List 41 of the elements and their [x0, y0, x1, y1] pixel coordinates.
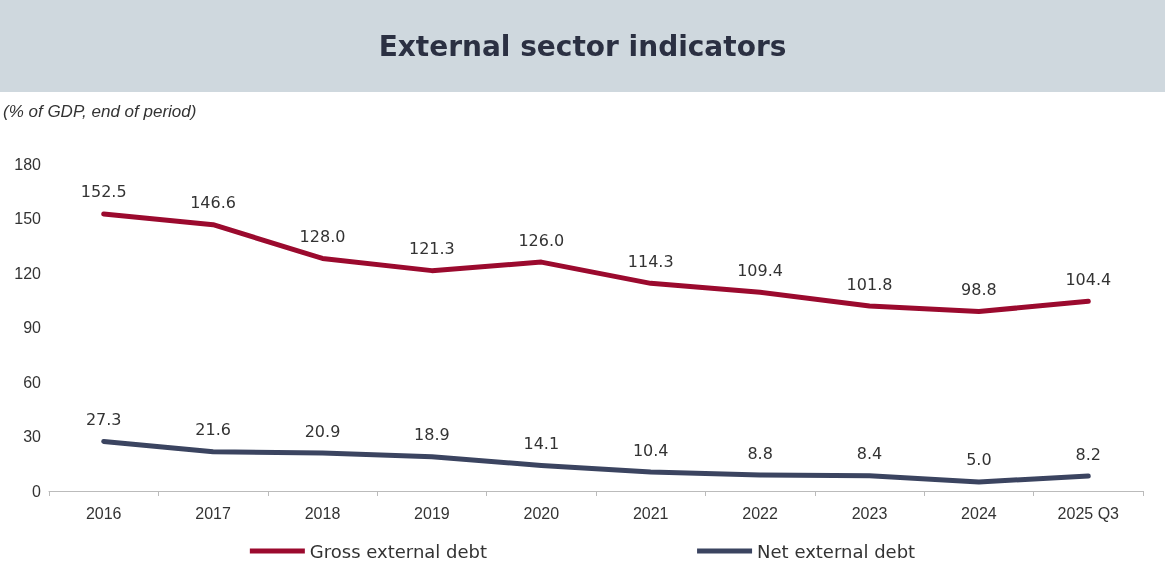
x-tick-label: 2024	[961, 504, 997, 522]
data-label: 146.6	[190, 193, 237, 213]
data-label: 109.4	[737, 260, 784, 280]
data-label: 27.3	[85, 409, 122, 429]
y-tick-label: 0	[32, 482, 42, 500]
x-tick-label: 2022	[742, 504, 778, 522]
data-label: 8.4	[856, 444, 883, 464]
y-tick-label: 180	[14, 155, 42, 173]
x-tick-label: 2025 Q3	[1057, 504, 1120, 522]
x-tick-label: 2023	[851, 504, 888, 522]
data-label: 10.4	[632, 440, 669, 460]
data-label: 152.5	[80, 182, 127, 202]
data-label: 8.8	[747, 443, 773, 463]
legend-label: Net external debt	[757, 540, 916, 562]
data-label: 121.3	[408, 239, 455, 259]
y-axis-title: (% of GDP, end of period)	[3, 102, 197, 121]
x-tick-label: 2021	[632, 504, 669, 522]
x-tick-label: 2020	[523, 504, 560, 522]
data-label: 20.9	[304, 421, 341, 441]
chart-title: External sector indicators	[0, 0, 1165, 92]
x-tick-label: 2018	[304, 504, 341, 522]
x-tick-label: 2017	[195, 504, 231, 522]
data-label: 14.1	[523, 433, 560, 453]
legend-label: Gross external debt	[309, 540, 488, 562]
data-label: 104.4	[1065, 269, 1112, 289]
data-label: 101.8	[846, 274, 893, 294]
data-label: 18.9	[414, 425, 450, 445]
y-tick-label: 90	[23, 319, 42, 336]
data-label: 126.0	[518, 230, 565, 250]
x-tick-label: 2016	[85, 504, 122, 522]
data-label: 8.2	[1075, 444, 1102, 464]
data-label: 21.6	[195, 420, 231, 440]
data-label: 98.8	[961, 280, 997, 300]
y-tick-label: 150	[14, 210, 42, 227]
data-label: 128.0	[299, 226, 346, 246]
y-tick-label: 30	[23, 428, 42, 445]
y-tick-label: 120	[14, 264, 42, 282]
x-tick-label: 2019	[414, 504, 450, 522]
data-label: 5.0	[966, 450, 992, 470]
y-tick-label: 60	[23, 373, 42, 391]
data-label: 114.3	[627, 251, 674, 271]
